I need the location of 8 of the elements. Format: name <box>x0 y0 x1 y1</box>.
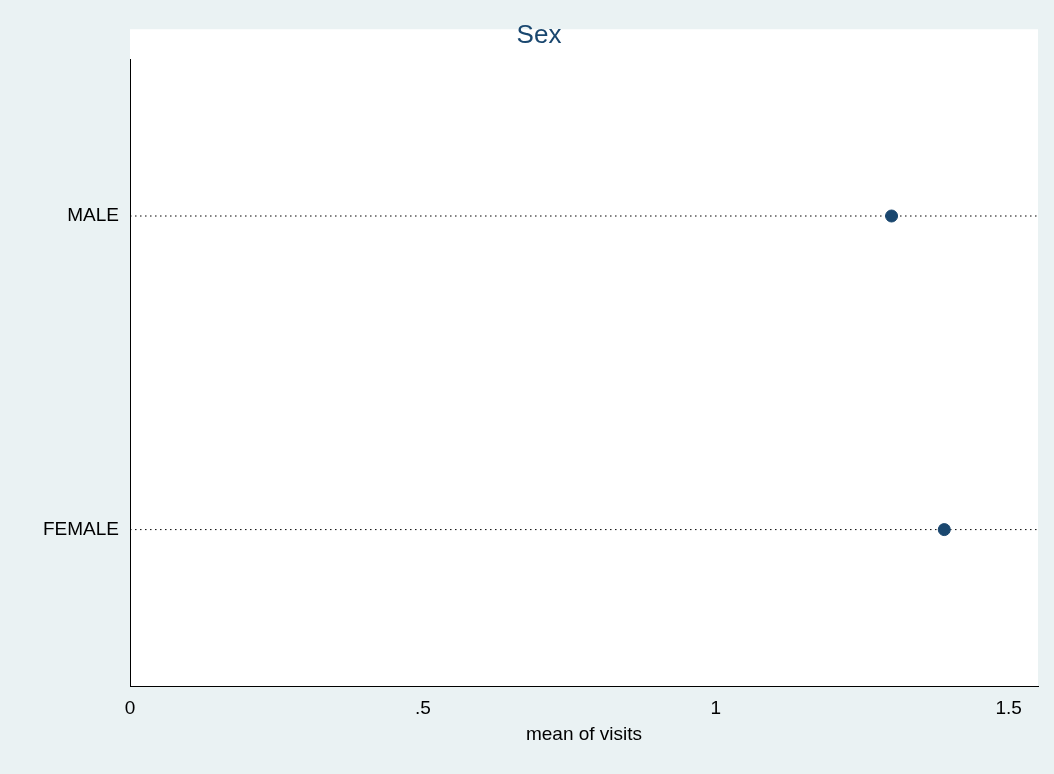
x-tick-label: 1.5 <box>995 697 1022 719</box>
chart-title: Sex <box>516 18 562 49</box>
y-tick-label: FEMALE <box>42 517 120 539</box>
x-tick-label: 1 <box>710 697 722 719</box>
x-axis-title: mean of visits <box>525 722 643 744</box>
x-tick-label: 0 <box>124 697 136 719</box>
y-tick-label: MALE <box>67 204 120 226</box>
x-tick-label: .5 <box>414 697 431 719</box>
